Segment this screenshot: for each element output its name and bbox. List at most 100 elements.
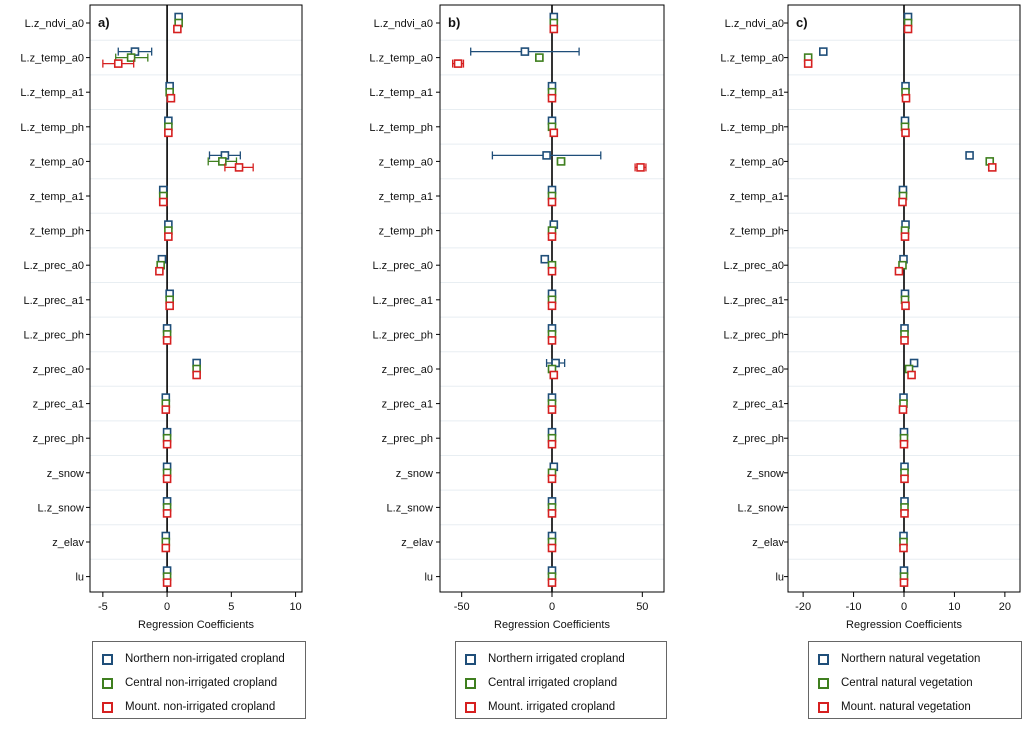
legend-square-icon xyxy=(465,701,476,713)
point-marker xyxy=(547,405,557,414)
x-tick-label: 50 xyxy=(636,601,648,613)
legend-label: Central non-irrigated cropland xyxy=(125,677,278,689)
legend-item: Northern non-irrigated cropland xyxy=(93,650,285,668)
panel-3: L.z_ndvi_a0 L.z_temp_a0 L.z_temp_a1 L.z_tem… xyxy=(720,4,1021,631)
point-marker xyxy=(547,93,557,103)
point-marker xyxy=(520,47,530,56)
point-marker xyxy=(900,509,909,518)
point-marker xyxy=(819,47,828,56)
y-tick-label: z_temp_a1 xyxy=(30,191,84,203)
y-tick-label: z_temp_a0 xyxy=(730,156,784,168)
legend-label: Mount. non-irrigated cropland xyxy=(125,701,276,713)
point-marker xyxy=(803,59,813,68)
legend-item: Central irrigated cropland xyxy=(456,674,617,692)
y-tick-label: L.z_ndvi_a0 xyxy=(25,18,84,30)
panel-2: L.z_ndvi_a0 L.z_temp_a0 L.z_temp_a1 L.z_tem… xyxy=(369,4,665,631)
point-marker xyxy=(900,232,910,241)
y-tick-label: L.z_prec_ph xyxy=(23,329,84,341)
y-tick-label: L.z_snow xyxy=(387,502,434,514)
legend-item: Central natural vegetation xyxy=(809,674,973,692)
legend-square-icon xyxy=(102,677,113,689)
x-tick-label: 10 xyxy=(948,601,960,613)
legend-item: Central non-irrigated cropland xyxy=(93,674,277,692)
legend-label: Northern natural vegetation xyxy=(841,653,981,665)
point-marker xyxy=(158,197,168,207)
x-tick-label: -10 xyxy=(846,601,862,613)
legend-square-icon xyxy=(818,701,829,713)
point-marker xyxy=(901,128,910,138)
point-marker xyxy=(547,578,557,587)
y-tick-label: L.z_prec_a0 xyxy=(372,260,433,272)
legend-item: Northern natural vegetation xyxy=(809,650,980,668)
point-marker xyxy=(903,24,913,34)
y-tick-label: z_prec_a1 xyxy=(733,399,784,411)
point-marker xyxy=(987,163,997,172)
y-tick-label: L.z_snow xyxy=(738,502,785,514)
point-marker xyxy=(556,157,566,166)
y-tick-label: z_prec_a0 xyxy=(382,364,433,376)
plot-frame xyxy=(89,4,303,593)
legend-square-icon xyxy=(818,653,829,665)
y-tick-label: z_temp_a1 xyxy=(730,191,784,203)
y-tick-label: z_elav xyxy=(52,537,84,549)
y-tick-label: z_prec_ph xyxy=(382,433,433,445)
y-tick-label: z_snow xyxy=(396,468,433,480)
point-marker xyxy=(899,543,908,553)
point-marker xyxy=(547,301,557,311)
point-marker xyxy=(547,336,557,345)
y-tick-label: lu xyxy=(775,572,784,584)
legend-square-icon xyxy=(465,677,476,689)
point-marker xyxy=(900,474,909,484)
point-marker xyxy=(161,543,171,553)
point-marker xyxy=(165,301,174,311)
y-tick-label: L.z_prec_ph xyxy=(372,329,433,341)
x-tick-label: 20 xyxy=(999,601,1011,613)
x-tick-label: 0 xyxy=(549,601,555,613)
panel-label: b) xyxy=(448,15,460,30)
x-tick-label: 10 xyxy=(289,601,301,613)
point-marker xyxy=(162,336,172,345)
legend-item: Mount. non-irrigated cropland xyxy=(93,698,275,716)
legend-label: Central natural vegetation xyxy=(841,677,973,689)
x-tick-label: -20 xyxy=(795,601,811,613)
point-marker xyxy=(162,474,172,484)
y-tick-label: z_prec_a0 xyxy=(33,364,84,376)
y-tick-label: z_prec_a0 xyxy=(733,364,784,376)
y-tick-label: z_prec_a1 xyxy=(382,399,433,411)
y-tick-label: z_prec_ph xyxy=(33,433,84,445)
y-tick-label: z_temp_ph xyxy=(30,226,84,238)
point-marker xyxy=(234,163,244,172)
point-marker xyxy=(547,439,557,449)
point-marker xyxy=(547,543,557,553)
y-tick-label: L.z_temp_a1 xyxy=(20,87,84,99)
y-tick-label: L.z_prec_a1 xyxy=(372,295,433,307)
panel-1: L.z_ndvi_a0 L.z_temp_a0 L.z_temp_a1 L.z_tem… xyxy=(20,4,303,631)
legend-label: Mount. natural vegetation xyxy=(841,701,971,713)
legend: Northern irrigated cropland Central irrig… xyxy=(455,641,667,719)
y-tick-label: z_temp_a1 xyxy=(379,191,433,203)
legend-square-icon xyxy=(465,653,476,665)
x-axis-label: Regression Coefficients xyxy=(138,619,254,631)
point-marker xyxy=(547,197,557,207)
point-marker xyxy=(901,301,910,311)
y-tick-label: L.z_temp_a0 xyxy=(369,53,433,65)
x-tick-label: -50 xyxy=(454,601,470,613)
point-marker xyxy=(535,53,544,62)
y-tick-label: L.z_prec_ph xyxy=(723,329,784,341)
y-tick-label: z_temp_ph xyxy=(730,226,784,238)
point-marker xyxy=(155,266,164,276)
y-tick-label: z_temp_a0 xyxy=(379,156,433,168)
legend-label: Northern non-irrigated cropland xyxy=(125,653,285,665)
point-marker xyxy=(898,405,908,414)
point-marker xyxy=(909,358,919,368)
legend-label: Northern irrigated cropland xyxy=(488,653,625,665)
y-tick-label: L.z_ndvi_a0 xyxy=(374,18,433,30)
y-tick-label: L.z_temp_ph xyxy=(369,122,433,134)
y-tick-label: L.z_snow xyxy=(38,502,85,514)
point-marker xyxy=(453,59,463,68)
point-marker xyxy=(907,370,916,380)
point-marker xyxy=(900,336,909,345)
panel-label: c) xyxy=(796,15,808,30)
point-marker xyxy=(218,157,227,166)
y-tick-label: z_prec_ph xyxy=(733,433,784,445)
